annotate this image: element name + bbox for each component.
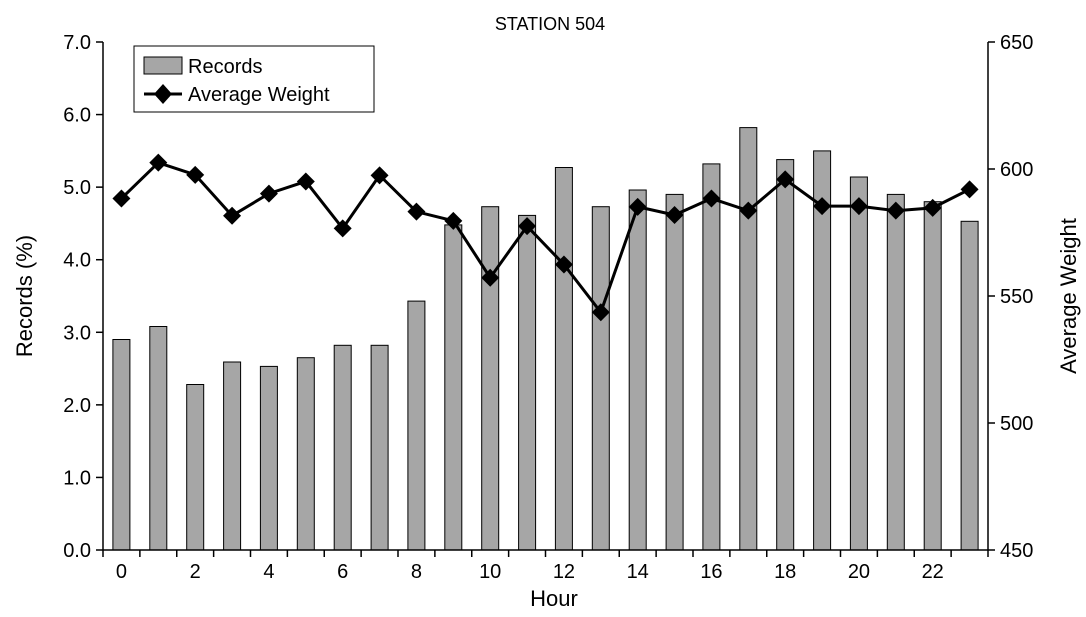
average-weight-line [120,160,971,316]
weight-marker-hour-12 [554,255,573,274]
x-tick-label: 6 [337,561,348,583]
bar-hour-14 [628,189,647,551]
weight-marker-hour-21 [886,201,905,220]
weight-marker-hour-2 [186,165,205,184]
legend-weight-label: Average Weight [188,84,330,106]
x-tick-label: 22 [922,561,944,583]
bar-hour-8 [407,300,426,551]
axes-layer: 0.0 1.0 2.0 3.0 4.0 5.0 6.0 7.0 450 500 550 600 650 0… [63,32,1033,583]
chart-title: STATION 504 [495,14,605,34]
bar-hour-11 [518,214,537,551]
line-layer [112,153,979,322]
bar-hour-16 [702,163,721,551]
weight-marker-hour-0 [112,189,131,208]
x-axis-title: Hour [530,586,578,611]
bar-hour-17 [739,127,758,551]
y2-tick-label: 600 [1000,159,1033,181]
weight-marker-hour-5 [296,172,315,191]
weight-marker-hour-13 [591,303,610,322]
x-tick-label: 2 [190,561,201,583]
weight-marker-hour-17 [739,201,758,220]
x-tick-label: 16 [700,561,722,583]
x-tick-label: 14 [627,561,649,583]
bar-hour-4 [259,365,278,551]
y-tick-label: 7.0 [63,32,91,54]
bar-hour-15 [665,193,684,551]
x-tick-label: 18 [774,561,796,583]
y-tick-label: 4.0 [63,250,91,272]
bar-hour-21 [886,193,905,551]
y2-tick-label: 550 [1000,286,1033,308]
bar-hour-3 [223,361,242,551]
y2-tick-label: 650 [1000,32,1033,54]
legend-records-label: Records [188,56,262,78]
y-tick-label: 2.0 [63,395,91,417]
y2-tick-label: 500 [1000,413,1033,435]
bar-hour-0 [112,339,131,551]
weight-marker-hour-10 [481,268,500,287]
x-tick-label: 8 [411,561,422,583]
bar-hour-13 [591,206,610,551]
bar-hour-22 [923,201,942,551]
bar-hour-10 [481,206,500,551]
y-tick-label: 5.0 [63,177,91,199]
x-tick-label: 4 [263,561,274,583]
weight-marker-hour-6 [333,219,352,238]
weight-marker-hour-1 [149,153,168,172]
bar-hour-2 [186,384,205,551]
y-tick-label: 3.0 [63,322,91,344]
bar-hour-6 [333,344,352,551]
legend-records-swatch [143,56,183,75]
weight-marker-hour-18 [776,170,795,189]
bar-hour-7 [370,344,389,551]
weight-marker-hour-14 [628,197,647,216]
bar-hour-18 [776,159,795,551]
x-tick-label: 10 [479,561,501,583]
bar-hour-23 [960,220,979,551]
y-axis-title: Records (%) [12,235,37,357]
weight-marker-hour-11 [518,217,537,236]
bars-layer [112,127,979,551]
legend: Records Average Weight [133,45,375,113]
weight-marker-hour-8 [407,202,426,221]
legend-weight-marker [154,84,172,104]
weight-marker-hour-7 [370,166,389,185]
bar-hour-12 [554,167,573,551]
y-tick-label: 6.0 [63,105,91,127]
x-tick-label: 20 [848,561,870,583]
y2-axis-title: Average Weight [1056,218,1081,374]
bar-hour-9 [444,224,463,551]
weight-marker-hour-15 [665,205,684,224]
weight-marker-hour-22 [923,198,942,217]
weight-marker-hour-9 [444,211,463,230]
y-tick-label: 1.0 [63,467,91,489]
bar-hour-1 [149,326,168,551]
bar-hour-5 [296,357,315,551]
x-tick-label: 0 [116,561,127,583]
weight-marker-hour-4 [259,184,278,203]
y2-tick-label: 450 [1000,540,1033,562]
x-tick-label: 12 [553,561,575,583]
weight-marker-hour-16 [702,189,721,208]
y-tick-label: 0.0 [63,540,91,562]
bar-hour-20 [849,176,868,551]
weight-marker-hour-19 [813,197,832,216]
weight-marker-hour-23 [960,180,979,199]
weight-marker-hour-20 [849,197,868,216]
weight-marker-hour-3 [223,206,242,225]
